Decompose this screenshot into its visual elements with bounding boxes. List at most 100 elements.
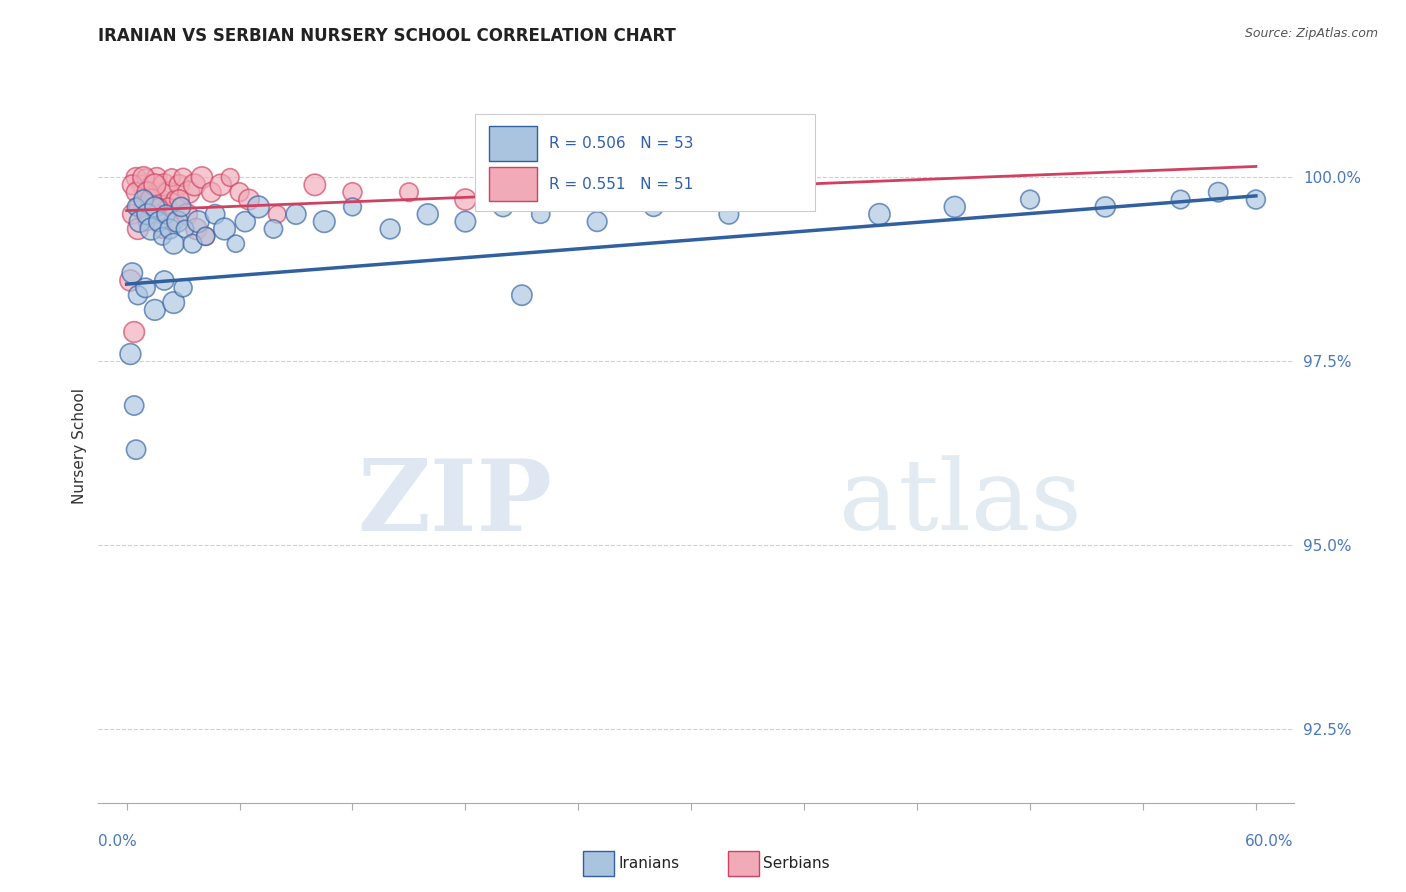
Point xyxy=(159,222,181,236)
Text: 60.0%: 60.0% xyxy=(1246,834,1294,849)
Point xyxy=(139,193,162,207)
Point xyxy=(128,214,150,228)
Point xyxy=(143,178,166,192)
Point xyxy=(586,178,609,192)
Point xyxy=(153,178,176,192)
Point xyxy=(139,222,162,236)
Point xyxy=(181,236,204,251)
Point xyxy=(139,193,162,207)
Text: R = 0.551   N = 51: R = 0.551 N = 51 xyxy=(548,177,693,192)
Point xyxy=(125,200,148,214)
Text: ZIP: ZIP xyxy=(357,455,553,551)
Point xyxy=(125,185,148,199)
Point xyxy=(136,207,159,221)
Point xyxy=(148,214,170,228)
Point xyxy=(204,207,226,221)
Point xyxy=(238,193,260,207)
Point xyxy=(169,193,191,207)
Point xyxy=(172,281,194,295)
Point xyxy=(1019,193,1042,207)
Point xyxy=(1244,193,1267,207)
Point xyxy=(869,207,891,221)
Text: Iranians: Iranians xyxy=(619,856,679,871)
Text: 0.0%: 0.0% xyxy=(98,834,138,849)
Point xyxy=(132,193,155,207)
Point xyxy=(163,236,186,251)
Point xyxy=(152,229,174,244)
Point xyxy=(285,207,308,221)
Point xyxy=(510,288,533,302)
Point xyxy=(378,222,401,236)
Point xyxy=(128,200,150,214)
Point xyxy=(717,207,740,221)
Point xyxy=(454,214,477,228)
Point xyxy=(194,229,217,244)
Point xyxy=(165,193,187,207)
Point xyxy=(314,214,336,228)
Text: R = 0.506   N = 53: R = 0.506 N = 53 xyxy=(548,136,693,151)
Point xyxy=(416,207,439,221)
Point xyxy=(163,295,186,310)
Point xyxy=(793,193,815,207)
Point xyxy=(169,178,191,192)
Point xyxy=(183,178,205,192)
Text: Source: ZipAtlas.com: Source: ZipAtlas.com xyxy=(1244,27,1378,40)
Point xyxy=(262,222,284,236)
Point xyxy=(643,200,665,214)
Point xyxy=(138,185,160,199)
Point xyxy=(200,185,222,199)
Point xyxy=(134,281,156,295)
Point xyxy=(177,185,200,199)
Point xyxy=(122,325,145,339)
Point xyxy=(191,170,214,185)
Text: IRANIAN VS SERBIAN NURSERY SCHOOL CORRELATION CHART: IRANIAN VS SERBIAN NURSERY SCHOOL CORREL… xyxy=(98,27,676,45)
Point xyxy=(134,170,156,185)
Y-axis label: Nursery School: Nursery School xyxy=(72,388,87,504)
Point xyxy=(120,273,142,287)
Point xyxy=(145,170,167,185)
Point xyxy=(166,214,188,228)
Point xyxy=(530,207,553,221)
Bar xyxy=(489,167,537,202)
Point xyxy=(342,200,364,214)
Point xyxy=(209,178,232,192)
Point xyxy=(492,178,515,192)
Point xyxy=(155,207,177,221)
Point xyxy=(136,214,159,228)
Point xyxy=(125,442,148,457)
Point xyxy=(492,200,515,214)
Text: Serbians: Serbians xyxy=(763,856,830,871)
Point xyxy=(160,170,183,185)
Point xyxy=(149,193,172,207)
Point xyxy=(186,222,208,236)
Point xyxy=(586,214,609,228)
Point xyxy=(454,193,477,207)
Point xyxy=(121,178,143,192)
Point xyxy=(1170,193,1192,207)
Point xyxy=(342,185,364,199)
Point xyxy=(152,222,174,236)
Point xyxy=(1094,200,1116,214)
Point xyxy=(170,200,193,214)
Text: atlas: atlas xyxy=(839,455,1083,551)
Point xyxy=(219,170,242,185)
Point xyxy=(132,200,155,214)
Point xyxy=(142,178,165,192)
Point xyxy=(121,266,143,280)
Point xyxy=(157,200,180,214)
Point xyxy=(131,178,153,192)
Point xyxy=(143,200,166,214)
Point xyxy=(943,200,966,214)
Point xyxy=(225,236,247,251)
Point xyxy=(148,200,170,214)
Point xyxy=(125,170,148,185)
Point xyxy=(120,347,142,361)
Point xyxy=(127,222,149,236)
Point xyxy=(266,207,288,221)
Point xyxy=(187,214,209,228)
Point xyxy=(1206,185,1229,199)
FancyBboxPatch shape xyxy=(475,114,815,211)
Point xyxy=(228,185,250,199)
Point xyxy=(172,170,194,185)
Point xyxy=(174,222,197,236)
